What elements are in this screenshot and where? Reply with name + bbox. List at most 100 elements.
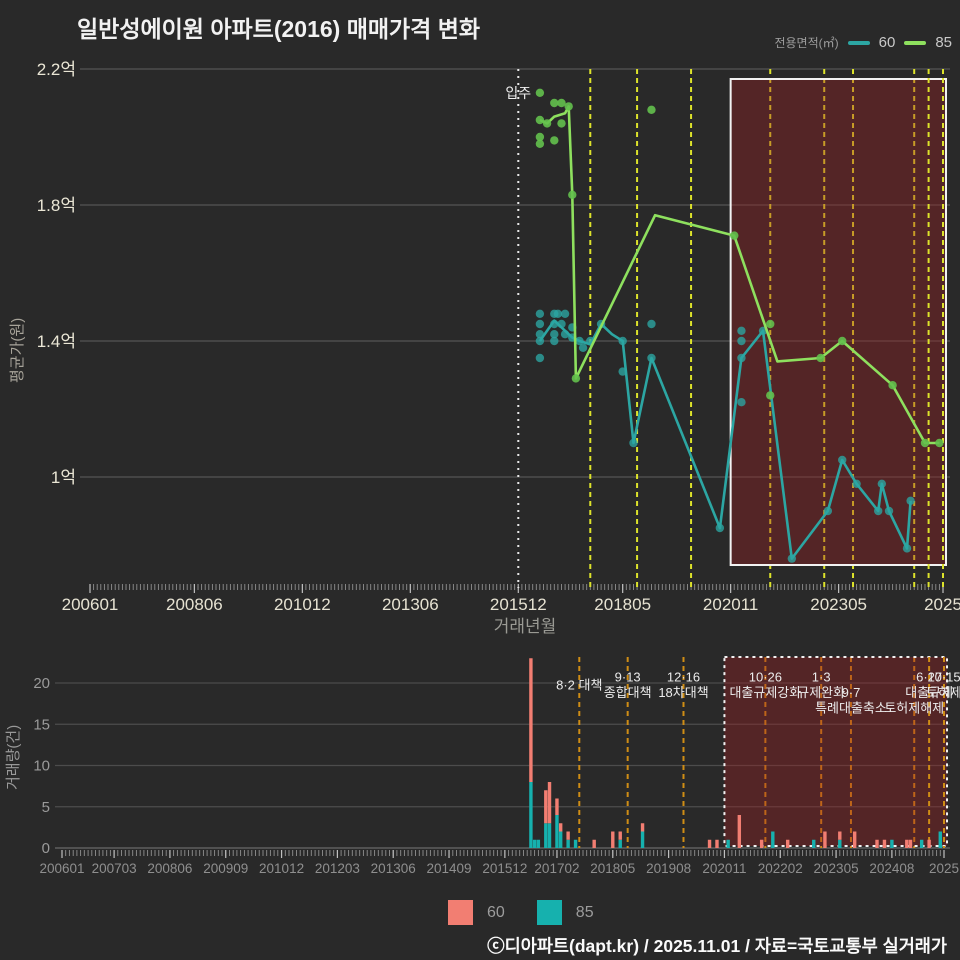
price-dot-60 bbox=[838, 455, 847, 465]
bar-60 bbox=[558, 823, 563, 832]
price-dot-60 bbox=[629, 438, 638, 448]
bar-60 bbox=[927, 839, 931, 848]
price-dot-85 bbox=[571, 374, 581, 383]
volume-chart: 0 5 10 15 20 거래량(건) 200601 200703 200806 200909 20… bbox=[5, 656, 960, 876]
price-dot-85 bbox=[920, 438, 930, 448]
x-tick-label: 201512 bbox=[490, 595, 547, 614]
legend-top: 전용면적(㎡) 60 85 bbox=[774, 34, 952, 51]
bar-60 bbox=[544, 790, 548, 824]
price-dot-85 bbox=[564, 102, 573, 111]
legend-top-title: 전용면적(㎡) bbox=[774, 36, 839, 50]
bar-60 bbox=[707, 839, 712, 848]
bar-60 bbox=[875, 839, 879, 848]
x-tick-label: 201012 bbox=[259, 861, 304, 876]
bar-60 bbox=[838, 831, 842, 840]
bar-60 bbox=[882, 839, 887, 848]
x-tick-label: 200703 bbox=[92, 861, 137, 876]
x-tick-label: 201805 bbox=[590, 861, 635, 876]
x-tick-label: 200601 bbox=[62, 595, 119, 614]
price-dot-85 bbox=[935, 438, 944, 448]
x-tick-label: 200806 bbox=[166, 595, 223, 614]
bar-60 bbox=[905, 839, 909, 848]
price-dot-60 bbox=[787, 554, 797, 563]
y-tick-label: 1.8억 bbox=[37, 196, 76, 215]
highlight-region bbox=[729, 78, 947, 566]
credit-footer: ⓒ디아파트(dapt.kr) / 2025.11.01 / 자료=국토교통부 실… bbox=[487, 936, 947, 956]
x-tick-label: 200806 bbox=[147, 861, 192, 876]
price-dot-60 bbox=[560, 330, 570, 339]
price-dot-60 bbox=[550, 330, 559, 339]
legend-bottom: 60 85 bbox=[448, 900, 612, 925]
price-chart: 2.2억 1.8억 1.4억 1억 평균가(원) 200601 200806 201012 20… bbox=[9, 60, 960, 636]
policy-label: 대출규제 bbox=[905, 685, 953, 700]
bar-60 bbox=[737, 815, 742, 848]
price-dot-60 bbox=[715, 523, 725, 533]
price-dot-85 bbox=[568, 190, 577, 199]
price-dot-60 bbox=[884, 506, 894, 516]
policy-label: 18차대책 bbox=[658, 685, 708, 700]
bar-85 bbox=[555, 815, 559, 848]
price-dot-60 bbox=[535, 336, 545, 346]
price-dot-60 bbox=[906, 496, 915, 505]
price-dot-60 bbox=[535, 309, 545, 318]
bar-85 bbox=[771, 831, 775, 848]
bar-60 bbox=[759, 839, 764, 848]
policy-label: 종합대책 bbox=[604, 685, 652, 700]
bar-85 bbox=[573, 839, 578, 848]
bar-60 bbox=[640, 823, 645, 832]
bar-85 bbox=[938, 831, 942, 848]
bar-60 bbox=[618, 831, 622, 840]
price-dot-60 bbox=[647, 353, 656, 363]
policy-label: 토허제 bbox=[926, 685, 960, 700]
legend-bottom-85-label: 85 bbox=[575, 903, 594, 921]
bar-85 bbox=[544, 823, 548, 848]
policy-label: 대출규제강화 bbox=[729, 685, 801, 700]
price-dot-60 bbox=[737, 398, 746, 407]
x-tick-label: 2025 bbox=[929, 861, 959, 876]
policy-label: 토허제해제 bbox=[884, 701, 944, 716]
price-dot-60 bbox=[578, 343, 588, 352]
bar-85 bbox=[566, 839, 570, 848]
x-tick-label: 202202 bbox=[758, 861, 803, 876]
bar-60 bbox=[715, 839, 719, 848]
price-dot-60 bbox=[902, 544, 912, 553]
bar-60 bbox=[823, 831, 827, 848]
x-tick-label: 201306 bbox=[371, 861, 416, 876]
y-tick-label: 0 bbox=[42, 840, 50, 857]
policy-label: 9·7 bbox=[842, 685, 861, 700]
legend-bottom-60-label: 60 bbox=[487, 903, 505, 921]
x-tick-label: 202011 bbox=[703, 595, 758, 614]
bar-85 bbox=[890, 839, 894, 848]
policy-label: 6·27 bbox=[916, 670, 942, 685]
price-dot-85 bbox=[816, 353, 825, 363]
price-dot-60 bbox=[575, 336, 584, 346]
policy-label: 1·3 bbox=[812, 670, 831, 685]
price-y-axis-title: 평균가(원) bbox=[9, 318, 26, 383]
bar-85 bbox=[547, 823, 552, 848]
price-x-axis-title: 거래년월 bbox=[494, 617, 557, 636]
price-dot-85 bbox=[557, 119, 566, 128]
x-tick-label: 2025 bbox=[924, 595, 960, 614]
legend-85-label: 85 bbox=[935, 34, 952, 51]
bar-60 bbox=[908, 839, 913, 848]
price-dot-60 bbox=[852, 479, 861, 488]
price-dot-60 bbox=[535, 330, 545, 339]
x-tick-label: 202305 bbox=[810, 595, 867, 614]
volume-y-axis-title: 거래량(건) bbox=[5, 725, 22, 790]
price-dot-85 bbox=[888, 381, 897, 390]
price-dot-60 bbox=[877, 479, 887, 488]
bar-85 bbox=[640, 831, 645, 848]
price-dot-60 bbox=[737, 353, 746, 363]
y-tick-label: 10 bbox=[33, 758, 50, 775]
x-tick-label: 200601 bbox=[39, 861, 84, 876]
legend-60-bar-swatch bbox=[448, 900, 473, 925]
price-dot-85 bbox=[766, 391, 775, 400]
x-tick-label: 201512 bbox=[482, 861, 527, 876]
bar-60 bbox=[785, 839, 790, 848]
price-dot-60 bbox=[550, 319, 559, 329]
price-dot-85 bbox=[542, 119, 552, 128]
y-tick-label: 1억 bbox=[51, 468, 76, 487]
price-dot-85 bbox=[535, 132, 545, 142]
price-dot-85 bbox=[557, 98, 566, 108]
